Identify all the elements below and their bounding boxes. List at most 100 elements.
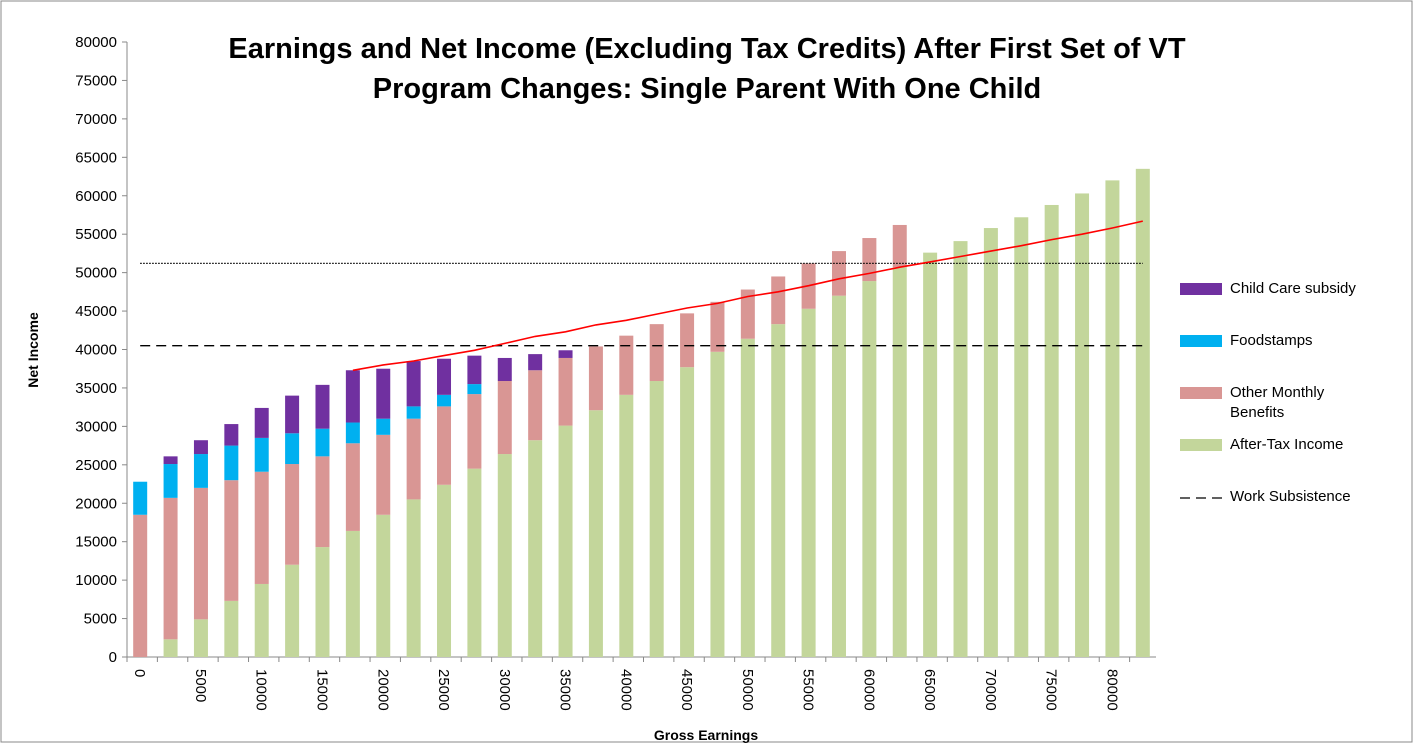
y-tick-label: 75000 [75,72,117,89]
bar-segment [1014,217,1029,657]
y-tick-label: 10000 [75,572,117,589]
bar-segment [193,440,208,455]
bar-segment [285,564,300,657]
bar-segment [831,251,846,296]
bar-segment [497,381,512,455]
x-axis-label: Gross Earnings [654,727,758,743]
bar-segment [710,301,725,352]
bar-segment [406,361,421,407]
y-tick-label: 40000 [75,342,117,359]
bar-segment [680,367,695,657]
bar-segment [376,434,391,515]
x-tick-label: 20000 [374,669,391,711]
bar-segment [345,443,360,531]
x-tick-label: 40000 [617,669,634,711]
bar-segment [771,324,786,657]
bar-segment [224,600,239,657]
bar-segment [315,428,330,457]
legend-swatch [1180,283,1222,295]
y-tick-label: 15000 [75,534,117,551]
x-tick-label: 15000 [313,669,330,711]
x-tick-label: 0 [131,669,148,677]
bar-segment [437,394,452,407]
bar-segment [1075,193,1090,657]
bar-segment [406,418,421,500]
bar-segment [163,464,178,498]
x-tick-label: 5000 [192,669,209,702]
y-tick-label: 55000 [75,226,117,243]
bar-segment [801,308,816,657]
x-tick-label: 70000 [982,669,999,711]
bar-segment [163,456,178,465]
chart-title: Earnings and Net Income (Excluding Tax C… [228,33,1185,65]
bar-segment [528,370,543,441]
bar-segment [376,514,391,657]
x-tick-label: 35000 [557,669,574,711]
line [352,220,1143,372]
x-tick-label: 10000 [253,669,270,711]
y-tick-label: 0 [109,649,117,666]
bar-segment [254,437,269,472]
bar-segment [831,295,846,657]
legend-label: Work Subsistence [1230,488,1351,505]
bar-segment [528,354,543,371]
bar-segment [862,281,877,657]
bar-segment [376,418,391,435]
x-tick-label: 25000 [435,669,452,711]
bar-segment [862,238,877,282]
bar-segment [254,407,269,438]
bar-segment [892,267,907,657]
legend-label: Foodstamps [1230,332,1313,349]
bar-segment [285,433,300,465]
y-tick-label: 50000 [75,265,117,282]
bar-segment [224,445,239,481]
bar-segment [649,381,664,657]
bar-segment [558,357,573,426]
bar-segment [1135,168,1150,657]
x-tick-label: 75000 [1043,669,1060,711]
bar-segment [193,454,208,488]
bar-segment [649,324,664,382]
bar-segment [771,276,786,325]
legend-label: After-Tax Income [1230,436,1344,453]
bar-segment [254,471,269,584]
bar-segment [983,228,998,657]
y-tick-label: 60000 [75,188,117,205]
x-tick-label: 65000 [921,669,938,711]
x-tick-label: 45000 [678,669,695,711]
chart-title: Program Changes: Single Parent With One … [373,73,1041,105]
y-tick-label: 45000 [75,303,117,320]
bar-segment [224,424,239,446]
legend-swatch [1180,439,1222,451]
bar-segment [528,440,543,657]
bar-segment [193,487,208,620]
bar-segment [163,497,178,640]
bar-segment [224,480,239,601]
y-tick-label: 35000 [75,380,117,397]
bar-segment [133,481,148,515]
legend-swatch [1180,335,1222,347]
bar-segment [285,464,300,565]
bar-segment [467,468,482,657]
bar-segment [710,351,725,657]
x-tick-label: 60000 [860,669,877,711]
bar-segment [558,425,573,657]
bar-segment [558,350,573,358]
bar-segment [923,252,938,657]
bar-segment [467,394,482,469]
bar-segment [345,422,360,444]
x-tick-label: 55000 [800,669,817,711]
bar-segment [740,338,755,657]
y-axis-label: Net Income [25,312,41,388]
x-tick-label: 80000 [1103,669,1120,711]
y-tick-label: 20000 [75,495,117,512]
bar-segment [1044,204,1059,657]
y-tick-label: 70000 [75,111,117,128]
bar-segment [406,499,421,657]
bar-segment [497,357,512,382]
bar-segment [285,395,300,434]
y-tick-label: 30000 [75,418,117,435]
x-tick-label: 50000 [739,669,756,711]
